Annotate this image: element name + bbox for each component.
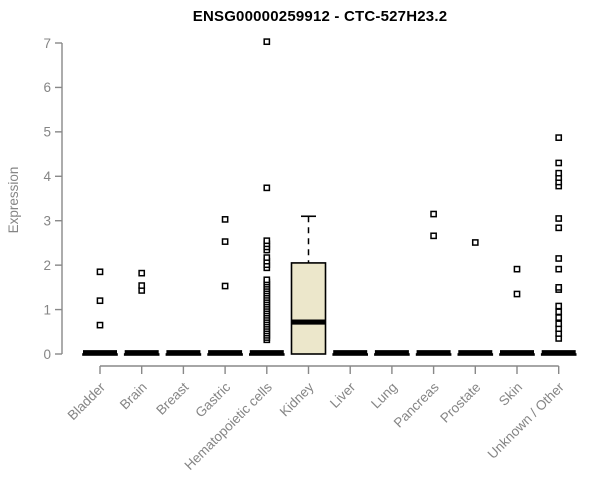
outlier-point [221,282,229,290]
outlier-point [138,269,146,277]
x-tick-label: Gastric [192,379,233,420]
outlier-point [513,290,521,298]
outlier-point [263,237,271,245]
y-tick-label: 5 [43,125,51,140]
box [290,262,327,355]
outlier-point [555,224,563,232]
outlier-point [430,232,437,240]
x-tick-label: Prostate [437,380,483,426]
outlier-point [96,297,104,305]
outlier-point [263,184,271,192]
outlier-point [555,314,563,321]
y-tick-label: 6 [43,80,51,95]
outlier-point [263,254,271,261]
x-tick-label: Unknown / Other [485,379,568,462]
x-tick-label: Kidney [277,379,317,419]
x-tick-label: Bladder [65,379,109,423]
outlier-point [221,216,229,223]
x-tick-label: Breast [153,379,191,417]
outlier-point [96,268,104,276]
outlier-point [471,239,479,246]
outlier-point [555,308,563,316]
outlier-point [555,320,563,328]
outlier-point [555,302,563,310]
outlier-point [138,282,146,289]
x-tick-label: Pancreas [391,379,442,430]
outlier-point [555,265,563,273]
y-tick-label: 7 [43,36,51,51]
x-tick-label: Lung [368,380,400,412]
outlier-point [555,159,563,167]
outlier-point [555,169,563,177]
y-tick-label: 3 [43,214,51,229]
outlier-point [555,255,563,262]
outlier-point [555,284,563,291]
outlier-point [96,321,104,329]
x-tick-label: Liver [327,379,359,411]
outlier-point [513,265,521,273]
x-tick-label: Skin [496,380,525,409]
outlier-point [430,210,437,218]
x-tick-label: Brain [117,380,150,413]
y-tick-label: 0 [43,347,51,362]
outlier-point [555,215,563,222]
outlier-point [263,38,271,46]
y-tick-label: 1 [43,302,51,317]
outlier-point [221,238,229,245]
y-tick-label: 2 [43,258,51,273]
y-tick-label: 4 [43,169,51,184]
outlier-point [555,134,563,141]
chart-title: ENSG00000259912 - CTC-527H23.2 [192,8,448,25]
outlier-point [263,276,271,284]
